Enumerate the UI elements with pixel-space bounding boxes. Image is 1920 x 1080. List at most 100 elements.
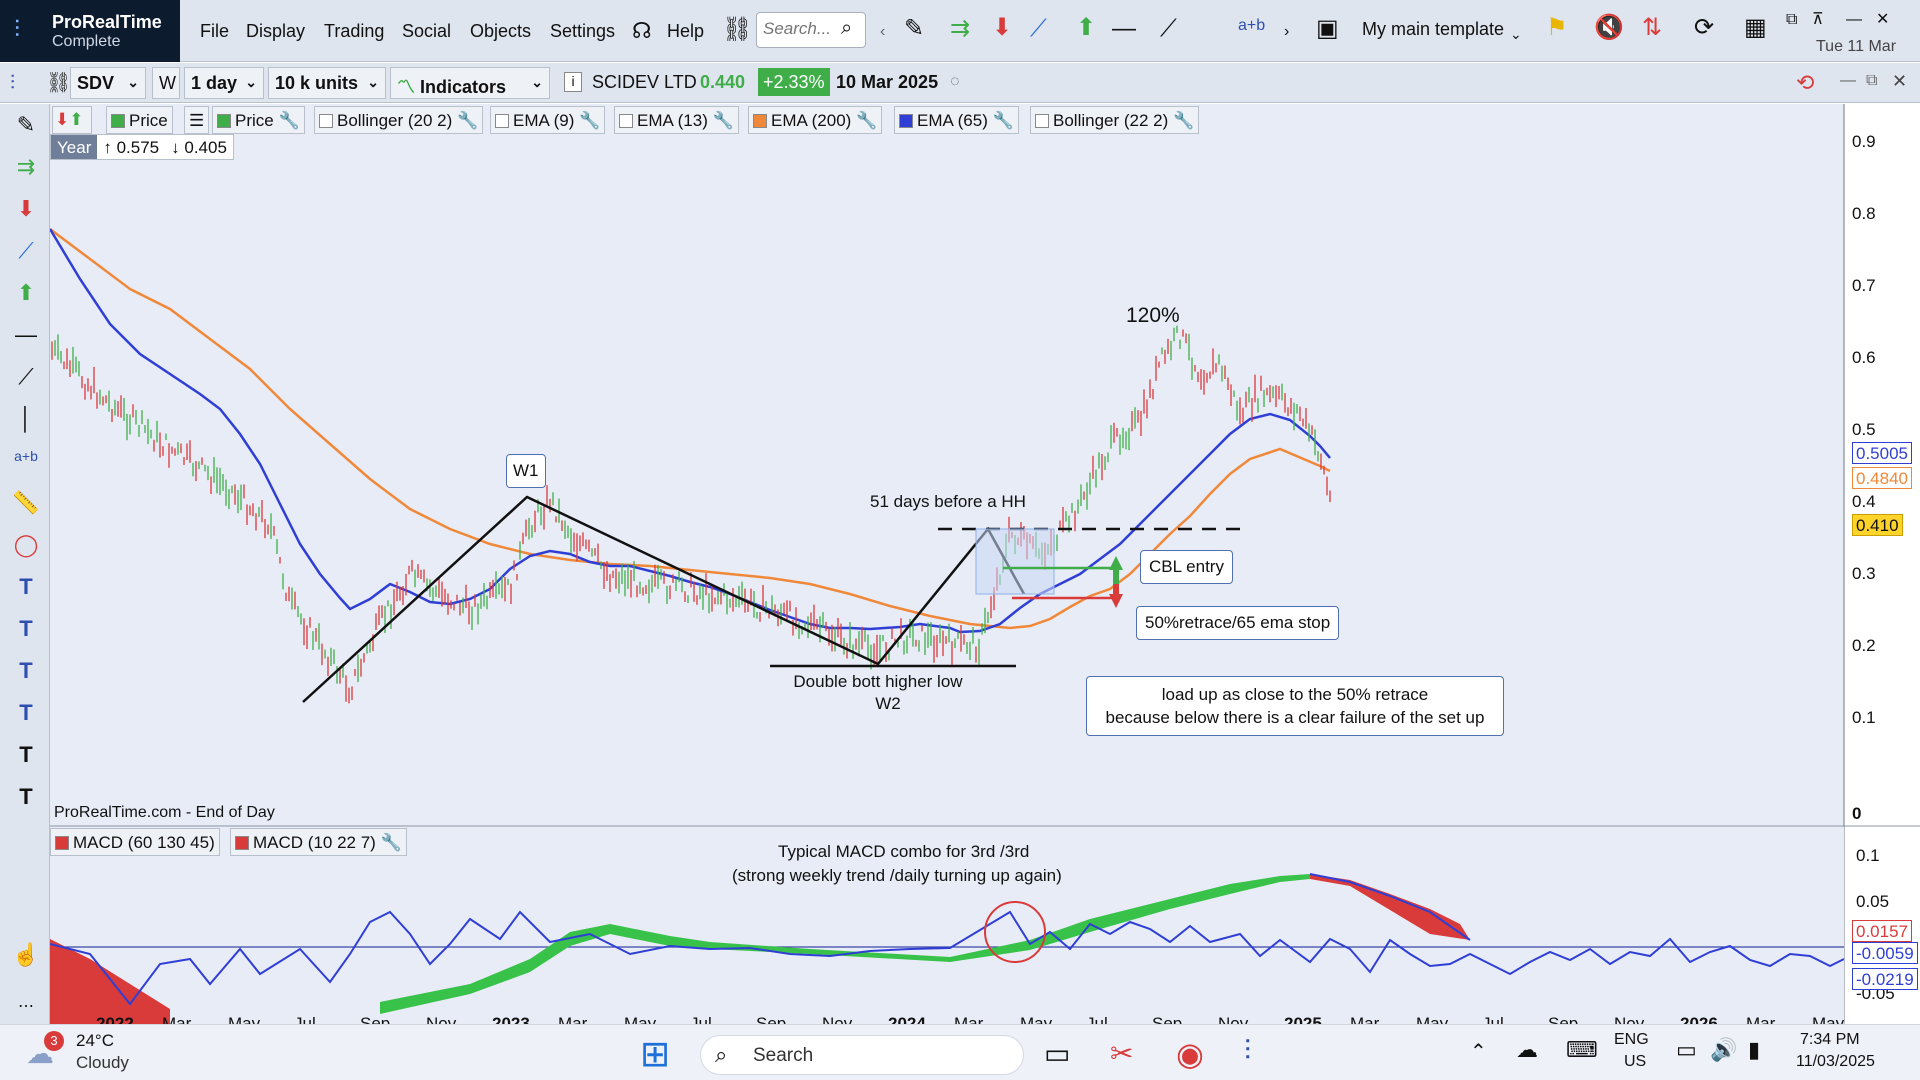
show-hidden-icons[interactable]: ⌃ bbox=[1470, 1041, 1487, 1063]
keyboard-icon[interactable]: ⌨ bbox=[1566, 1037, 1598, 1062]
indicator-list[interactable]: ☰ bbox=[184, 106, 210, 134]
close-icon[interactable]: ✕ bbox=[1876, 11, 1890, 28]
clock-date[interactable]: 11/03/2025 bbox=[1796, 1053, 1875, 1070]
fibonacci-icon[interactable]: a+b bbox=[14, 448, 38, 464]
chrome-icon[interactable]: ◉ bbox=[1176, 1036, 1204, 1072]
horizontal-line-f-icon[interactable]: ⇉ bbox=[16, 154, 36, 179]
indicator-ema-9[interactable]: EMA (9) 🔧 bbox=[490, 106, 606, 134]
segment-icon[interactable]: ⟋ bbox=[1160, 15, 1177, 42]
task-view-icon[interactable]: ▭ bbox=[1044, 1038, 1071, 1069]
menu-display[interactable]: Display bbox=[246, 21, 306, 41]
link-icon[interactable]: ⛓ bbox=[722, 16, 753, 43]
snipping-tool-icon[interactable]: ✂ bbox=[1110, 1038, 1134, 1069]
horizontal-line-icon[interactable]: — bbox=[15, 322, 37, 347]
pencil-icon[interactable]: ✎ bbox=[16, 112, 36, 137]
note-stop[interactable]: 50%retrace/65 ema stop bbox=[1136, 606, 1340, 640]
indicator-macd-60[interactable]: MACD (60 130 45) bbox=[50, 828, 220, 856]
text-tool-icon[interactable]: T bbox=[19, 700, 33, 725]
network-icon[interactable]: ☁ bbox=[1516, 1037, 1538, 1062]
template-label[interactable]: My main template bbox=[1362, 19, 1505, 39]
ruler-icon[interactable]: 📏 bbox=[12, 490, 40, 515]
menu-settings[interactable]: Settings bbox=[550, 21, 616, 41]
hand-icon[interactable]: ☝ bbox=[12, 942, 40, 967]
clock-time[interactable]: 7:34 PM bbox=[1800, 1031, 1860, 1048]
indicator-bollinger-22[interactable]: Bollinger (22 2) 🔧 bbox=[1030, 106, 1200, 134]
minimize-chart-icon[interactable]: — bbox=[1840, 72, 1856, 89]
menu-trading[interactable]: Trading bbox=[324, 21, 385, 41]
indicator-ema-65[interactable]: EMA (65) 🔧 bbox=[894, 106, 1019, 134]
note-cbl-entry[interactable]: CBL entry bbox=[1140, 550, 1233, 584]
chevron-left-icon[interactable]: ‹ bbox=[880, 23, 886, 40]
vertical-line-icon[interactable]: │ bbox=[19, 406, 33, 431]
text-tool-icon[interactable]: T bbox=[19, 658, 33, 683]
indicator-price-2[interactable]: Price 🔧 bbox=[212, 106, 305, 134]
search-icon[interactable]: ⌕ bbox=[841, 17, 853, 39]
chart-area[interactable]: ⬇⬆ Price ☰ Price 🔧 Bollinger (20 2) 🔧 EM… bbox=[50, 104, 1920, 1033]
volume-icon[interactable]: 🔊 bbox=[1710, 1037, 1738, 1062]
chevron-down-icon[interactable]: ⌄ bbox=[1510, 26, 1522, 42]
indicator-ema-13[interactable]: EMA (13) 🔧 bbox=[614, 106, 739, 134]
indicator-toggle[interactable]: ⬇⬆ bbox=[52, 106, 92, 134]
save-icon[interactable]: ▣ bbox=[1316, 15, 1339, 42]
language-1[interactable]: ENG bbox=[1614, 1031, 1649, 1048]
sync-icon[interactable]: ⟲ bbox=[1796, 70, 1815, 95]
period-select[interactable]: 1 day ⌄ bbox=[184, 67, 264, 99]
indicator-bollinger-20[interactable]: Bollinger (20 2) 🔧 bbox=[314, 106, 484, 134]
text-tool-icon[interactable]: T bbox=[19, 742, 33, 767]
note-macd-line1[interactable]: Typical MACD combo for 3rd /3rd bbox=[778, 842, 1030, 861]
note-51-days[interactable]: 51 days before a HH bbox=[870, 492, 1026, 511]
menu-help[interactable]: Help bbox=[667, 21, 705, 41]
indicator-price-1[interactable]: Price bbox=[106, 106, 173, 134]
headset-icon[interactable]: ☊ bbox=[632, 18, 652, 43]
fibonacci-icon[interactable]: a+b bbox=[1238, 17, 1266, 34]
note-120-percent[interactable]: 120% bbox=[1126, 304, 1180, 327]
sound-off-icon[interactable]: 🔇 bbox=[1594, 14, 1624, 41]
link-chain-icon[interactable]: ⛓ bbox=[46, 72, 72, 94]
more-icon[interactable]: ⋯ bbox=[18, 998, 34, 1015]
refresh-icon[interactable]: ⟳ bbox=[1694, 14, 1715, 41]
text-tool-icon[interactable]: T bbox=[19, 616, 33, 641]
calculator-icon[interactable]: ▦ bbox=[1744, 14, 1767, 41]
display-icon[interactable]: ▭ bbox=[1676, 1037, 1697, 1062]
sell-arrow-icon[interactable]: ⬇ bbox=[16, 196, 36, 221]
window-restore-icon[interactable]: ⧉ bbox=[1786, 11, 1798, 28]
note-double-bottom[interactable]: Double bott higher low W2 bbox=[793, 672, 978, 714]
sell-arrow-icon[interactable]: ⬇ bbox=[992, 14, 1013, 41]
weekly-toggle[interactable]: W bbox=[152, 67, 180, 99]
info-icon[interactable]: i bbox=[564, 72, 582, 92]
horizontal-line-f-icon[interactable]: ⇉ bbox=[950, 15, 971, 42]
menu-objects[interactable]: Objects bbox=[470, 21, 532, 41]
horizontal-line-icon[interactable]: — bbox=[1112, 15, 1136, 42]
menu-social[interactable]: Social bbox=[402, 21, 452, 41]
ticker-select[interactable]: SDV ⌄ bbox=[70, 67, 146, 99]
ellipse-icon[interactable]: ◯ bbox=[13, 532, 39, 557]
trend-line-f-icon[interactable]: ⟋ bbox=[18, 238, 34, 263]
indicator-macd-10[interactable]: MACD (10 22 7) 🔧 bbox=[230, 828, 407, 856]
text-tool-icon[interactable]: T bbox=[19, 784, 33, 809]
buy-arrow-icon[interactable]: ⬆ bbox=[16, 280, 36, 305]
trend-line-f-icon[interactable]: ⟋ bbox=[1030, 15, 1047, 42]
indicators-button[interactable]: 〽 Indicators ⌄ bbox=[390, 67, 550, 99]
segment-icon[interactable]: ⟋ bbox=[18, 364, 34, 389]
pin-icon[interactable]: ⊼ bbox=[1812, 11, 1824, 28]
battery-icon[interactable]: ▮ bbox=[1748, 1037, 1761, 1062]
flag-icon[interactable]: ⚑ bbox=[1546, 14, 1568, 41]
maximize-chart-icon[interactable]: ⧉ bbox=[1866, 72, 1878, 89]
menu-file[interactable]: File bbox=[200, 21, 230, 41]
windows-start-icon[interactable]: ⊞ bbox=[640, 1033, 671, 1074]
minimize-icon[interactable]: — bbox=[1846, 11, 1862, 28]
indicator-ema-200[interactable]: EMA (200) 🔧 bbox=[748, 106, 883, 134]
language-2[interactable]: US bbox=[1624, 1053, 1647, 1070]
units-select[interactable]: 10 k units ⌄ bbox=[268, 67, 386, 99]
buy-arrow-icon[interactable]: ⬆ bbox=[1076, 14, 1097, 41]
chevron-right-icon[interactable]: › bbox=[1284, 23, 1290, 40]
chart-type-icon[interactable]: ⫶ bbox=[10, 72, 15, 94]
note-macd-line2[interactable]: (strong weekly trend /daily turning up a… bbox=[732, 866, 1062, 885]
note-load-up[interactable]: load up as close to the 50% retrace beca… bbox=[1086, 676, 1504, 736]
close-chart-icon[interactable]: ✕ bbox=[1892, 71, 1908, 91]
pencil-icon[interactable]: ✎ bbox=[904, 15, 925, 42]
prorealtime-taskbar-icon[interactable]: ⫶ bbox=[1244, 1035, 1252, 1066]
search-field[interactable]: ⌕ bbox=[756, 12, 866, 48]
text-tool-icon[interactable]: T bbox=[19, 574, 33, 599]
note-w1[interactable]: W1 bbox=[506, 454, 546, 488]
